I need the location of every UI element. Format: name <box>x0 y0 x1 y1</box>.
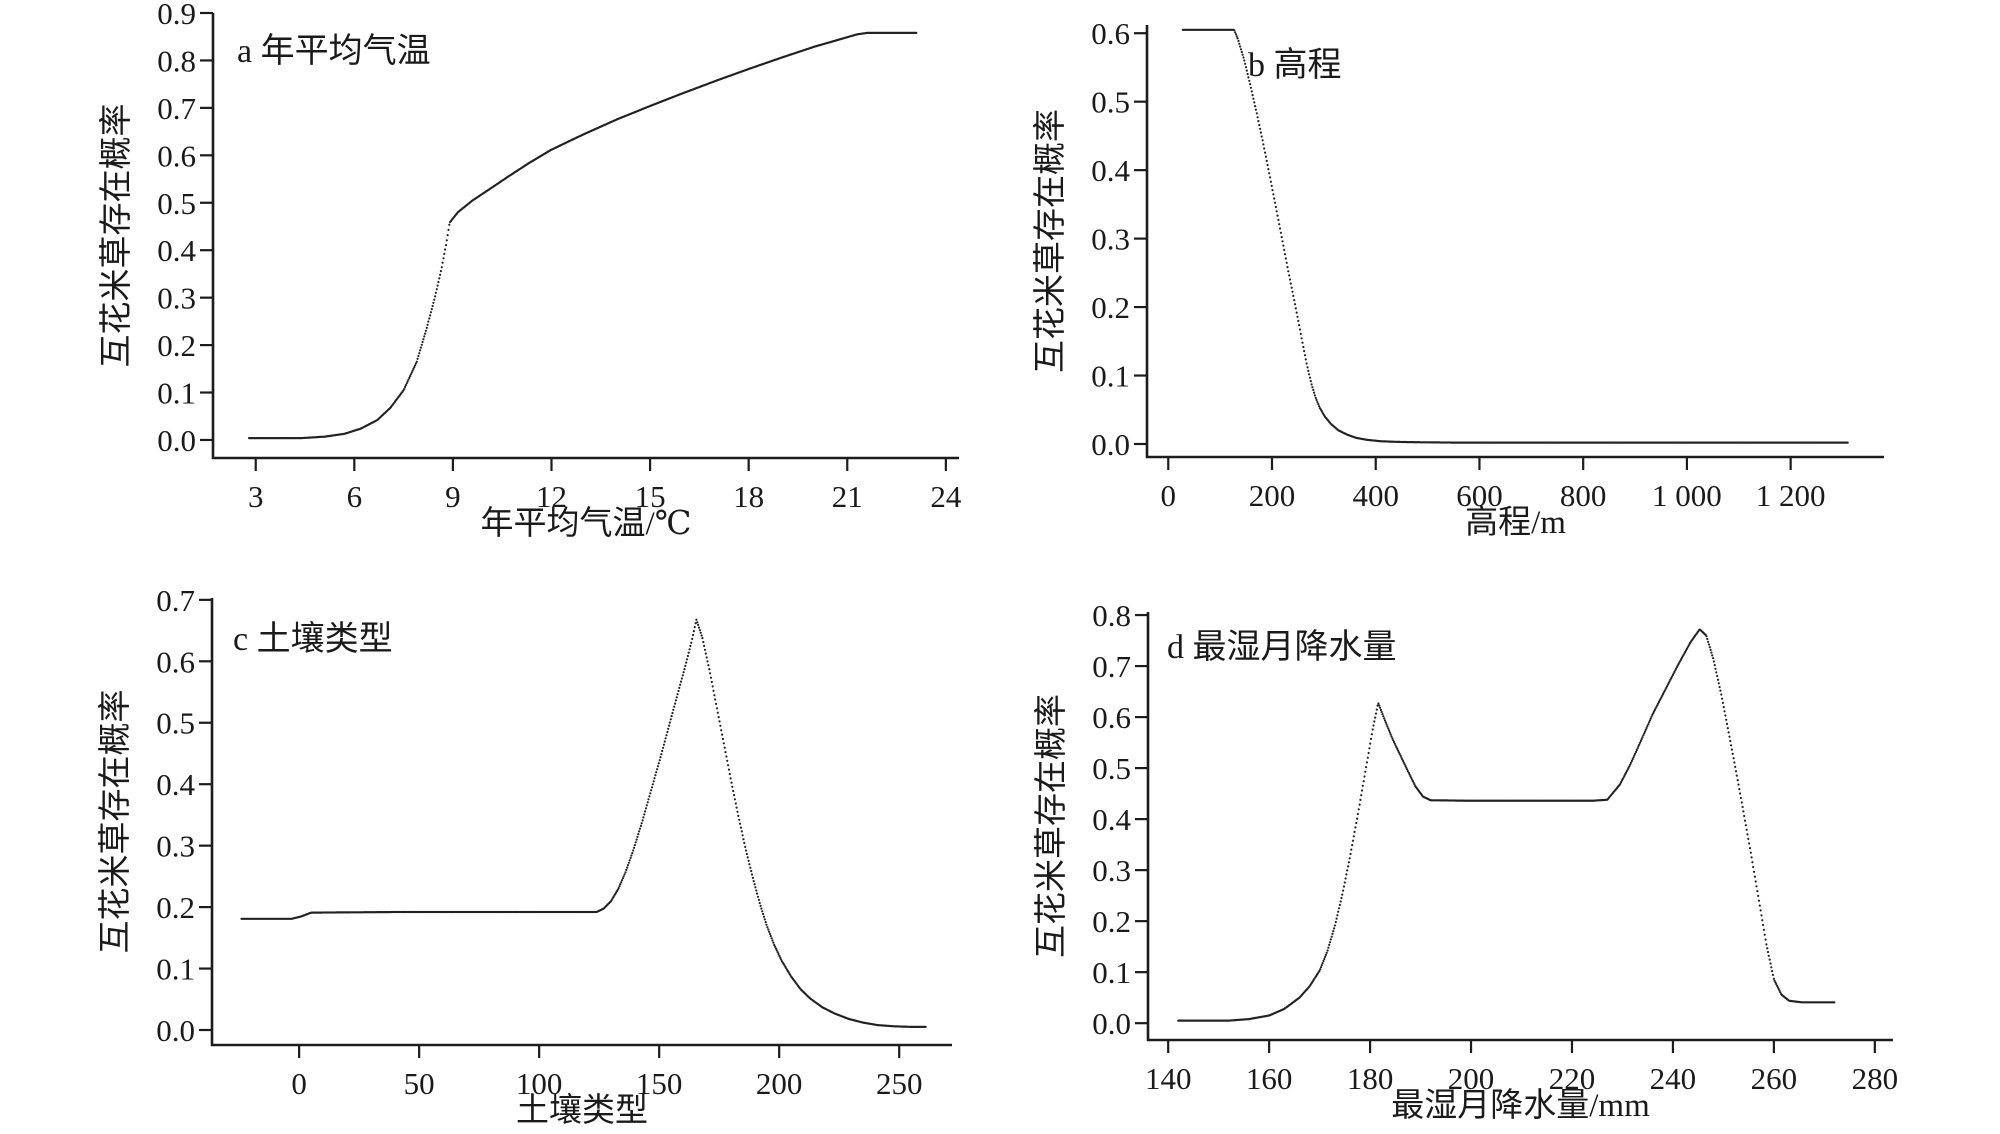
panel-a-ytick-label: 0.6 <box>157 138 196 173</box>
panel-d-xtick-label: 260 <box>1751 1061 1798 1096</box>
panel-c-xlabel: 土壤类型 <box>516 1092 648 1129</box>
panel-d-ytick-label: 0.3 <box>1092 853 1131 888</box>
panel-d-ytick-label: 0.6 <box>1092 700 1131 735</box>
panel-d-ytick-label: 0.7 <box>1092 649 1131 684</box>
panel-b-ytick-label: 0.6 <box>1091 16 1130 51</box>
panel-b-xtick-label: 600 <box>1456 478 1503 513</box>
panel-d-title: d 最湿月降水量 <box>1167 628 1397 666</box>
panel-d-xtick-label: 200 <box>1448 1061 1495 1096</box>
panel-a-ytick-label: 0.7 <box>157 91 196 126</box>
panel-c-ytick-label: 0.3 <box>156 829 195 864</box>
panel-d-xlabel: 最湿月降水量/mm <box>1391 1087 1650 1124</box>
panel-b-xtick-label: 1 200 <box>1756 478 1826 513</box>
panel-a-xtick-label: 9 <box>445 479 461 514</box>
panel-a-xtick-label: 21 <box>832 479 863 514</box>
panel-b-ytick-label: 0.3 <box>1091 222 1130 257</box>
panel-d: 0.0 0.1 0.2 0.3 0.4 0.5 0.6 0.7 0.8 140 160 180 200 2… <box>1033 598 1898 1124</box>
panel-c-ytick-label: 0.0 <box>156 1013 195 1048</box>
panel-c-title: c 土壤类型 <box>233 620 393 658</box>
panel-a-xtick-label: 6 <box>347 479 363 514</box>
panel-a-xtick-label: 3 <box>248 479 264 514</box>
panel-c-ytick-label: 0.6 <box>156 644 195 679</box>
panel-c-ytick-label: 0.5 <box>156 706 195 741</box>
panel-a-axes <box>211 13 959 460</box>
panel-d-ytick-label: 0.4 <box>1092 802 1131 837</box>
panel-c-xtick-label: 150 <box>636 1066 683 1101</box>
panel-d-xtick-label: 220 <box>1549 1061 1596 1096</box>
panel-a-ytick-label: 0.2 <box>157 328 196 363</box>
panel-a-ytick-label: 0.5 <box>157 186 196 221</box>
panel-b-xtick-label: 400 <box>1352 478 1399 513</box>
panel-a-xtick-label: 24 <box>930 479 962 514</box>
panel-b-ytick-label: 0.4 <box>1091 153 1130 188</box>
panel-b-ytick-label: 0.5 <box>1091 85 1130 120</box>
panel-c-ytick-label: 0.4 <box>156 767 195 802</box>
panel-b-ytick-label: 0.1 <box>1091 359 1130 394</box>
panel-b-xtick-label: 800 <box>1560 478 1607 513</box>
panel-a-title: a 年平均气温 <box>237 32 431 70</box>
panel-d-xtick-label: 140 <box>1145 1061 1192 1096</box>
panel-a-ylabel: 互花米草存在概率 <box>98 104 135 368</box>
panel-a-ytick-label: 0.1 <box>157 376 196 411</box>
panel-b-xtick-label: 0 <box>1161 478 1177 513</box>
panel-c-ylabel: 互花米草存在概率 <box>97 690 134 954</box>
panel-d-curve <box>1177 628 1836 1022</box>
panel-c-curve <box>240 618 927 1028</box>
panel-c-xtick-label: 250 <box>876 1066 923 1101</box>
panel-b-curve <box>1181 28 1849 444</box>
panel-b-axes <box>1145 25 1884 459</box>
panel-d-ytick-label: 0.2 <box>1092 904 1131 939</box>
panel-d-xtick-label: 160 <box>1246 1061 1293 1096</box>
panel-c-ytick-label: 0.7 <box>156 583 195 618</box>
panel-c-xtick-label: 50 <box>404 1066 435 1101</box>
panel-b-xtick-label: 200 <box>1249 478 1296 513</box>
panel-c-ytick-label: 0.1 <box>156 952 195 987</box>
panel-b-ytick-label: 0.2 <box>1091 290 1130 325</box>
panel-d-ytick-label: 0.5 <box>1092 751 1131 786</box>
panel-b-ytick-label: 0.0 <box>1091 427 1130 462</box>
panel-d-ytick-label: 0.1 <box>1092 955 1131 990</box>
panel-c-ytick-label: 0.2 <box>156 890 195 925</box>
panel-b-title: b 高程 <box>1248 46 1342 84</box>
panel-a-ytick-label: 0.4 <box>157 233 196 268</box>
panel-d-ytick-label: 0.0 <box>1092 1006 1131 1041</box>
panel-c: 0.0 0.1 0.2 0.3 0.4 0.5 0.6 0.7 0 50 100 150 200 250 c… <box>97 583 952 1129</box>
panel-a-xtick-label: 12 <box>536 479 567 514</box>
panel-a-ytick-label: 0.8 <box>157 43 196 78</box>
panel-c-xtick-label: 200 <box>756 1066 803 1101</box>
panel-c-xtick-label: 100 <box>516 1066 563 1101</box>
panel-a-ytick-label: 0.0 <box>157 423 196 458</box>
panel-a-curve <box>248 31 918 440</box>
panel-c-axes <box>210 598 952 1047</box>
panel-b-ylabel: 互花米草存在概率 <box>1032 109 1069 373</box>
panel-b: 0.0 0.1 0.2 0.3 0.4 0.5 0.6 0 200 400 600 800 1 000 1… <box>1032 16 1884 541</box>
panel-c-xtick-label: 0 <box>291 1066 307 1101</box>
panel-a-xtick-label: 15 <box>635 479 666 514</box>
panel-b-xtick-label: 1 000 <box>1652 478 1722 513</box>
panel-b-xlabel: 高程/m <box>1465 504 1566 541</box>
panel-d-ylabel: 互花米草存在概率 <box>1033 694 1070 958</box>
panel-d-xtick-label: 180 <box>1347 1061 1394 1096</box>
panel-a: 0.0 0.1 0.2 0.3 0.4 0.5 0.6 0.7 0.8 0.9 3 6 9 12 15 18 2… <box>98 0 962 542</box>
panel-d-ytick-label: 0.8 <box>1092 598 1131 633</box>
panel-a-ytick-label: 0.3 <box>157 281 196 316</box>
panel-a-xtick-label: 18 <box>733 479 764 514</box>
panel-a-xlabel: 年平均气温/℃ <box>480 505 691 542</box>
panel-d-xtick-label: 280 <box>1852 1061 1899 1096</box>
panel-d-xtick-label: 240 <box>1650 1061 1697 1096</box>
panel-d-axes <box>1146 612 1893 1042</box>
panel-a-ytick-label: 0.9 <box>157 0 196 31</box>
